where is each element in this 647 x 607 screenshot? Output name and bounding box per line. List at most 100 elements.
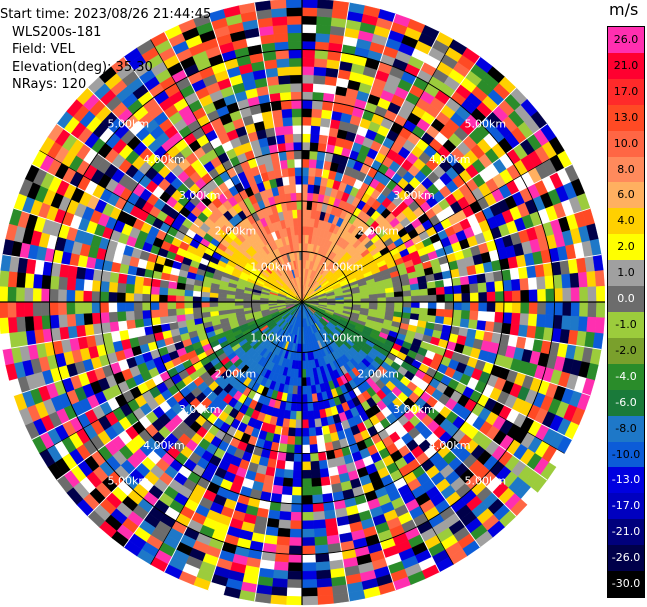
radar-gate	[477, 311, 488, 322]
range-ring-label: 3.00km	[393, 189, 435, 202]
radar-gate	[520, 301, 530, 315]
radar-gate	[307, 402, 314, 412]
radar-gate	[562, 301, 572, 317]
radar-gate	[288, 418, 297, 429]
radar-gate	[280, 494, 293, 504]
range-ring-label: 2.00km	[215, 367, 257, 380]
radar-gate	[485, 311, 496, 323]
radar-gate	[288, 545, 303, 555]
radar-gate	[301, 125, 312, 135]
radar-gate	[418, 307, 429, 316]
radar-gate	[478, 301, 488, 312]
radar-gate	[427, 308, 437, 317]
colorbar-tick-label: -13.0	[611, 473, 641, 487]
radar-gate	[368, 293, 378, 299]
radar-gate	[316, 578, 333, 588]
radar-gate	[167, 287, 177, 296]
radar-gate	[578, 316, 588, 333]
radar-gate	[280, 100, 293, 110]
radar-gate	[150, 309, 160, 319]
radar-gate	[312, 511, 326, 521]
radar-gate	[460, 310, 471, 320]
radar-gate	[316, 7, 334, 18]
radar-gate	[570, 301, 580, 317]
ray-separator	[391, 87, 517, 213]
radar-gate	[217, 297, 227, 303]
range-ring-label: 3.00km	[393, 403, 435, 416]
radar-gate	[301, 486, 313, 496]
radar-gate	[301, 24, 317, 34]
radar-gate	[444, 285, 454, 295]
radar-gate	[594, 317, 605, 334]
radar-gate	[478, 292, 488, 303]
radar-gate	[553, 288, 564, 303]
radar-gate	[109, 321, 120, 333]
radar-gate	[278, 83, 292, 93]
radar-gate	[305, 368, 311, 378]
radar-gate	[418, 288, 429, 297]
colorbar-tick-label: -21.0	[611, 525, 641, 539]
radar-gate	[49, 275, 60, 290]
radar-gate	[83, 312, 93, 326]
radar-gate	[40, 301, 51, 316]
radar-gate	[15, 286, 25, 303]
radar-gate	[427, 294, 437, 303]
radar-gate	[552, 274, 563, 290]
radar-gate	[315, 24, 332, 35]
radar-gate	[288, 49, 303, 59]
radar-gate	[316, 16, 333, 26]
radar-gate	[587, 301, 597, 318]
colorbar-tick-label: -2.0	[615, 343, 637, 357]
colorbar-tick-label: 0.0	[617, 292, 635, 306]
radar-gate	[301, 158, 310, 168]
radar-gate	[125, 292, 135, 303]
radar-gate	[309, 452, 319, 462]
radar-gate	[301, 495, 313, 505]
radar-gate	[569, 272, 580, 289]
radar-gate	[276, 536, 290, 546]
radar-gate	[419, 301, 429, 309]
radar-gate	[527, 277, 538, 291]
radar-gate	[283, 125, 294, 135]
radar-gate	[84, 323, 95, 337]
radar-gate	[290, 192, 297, 202]
radar-gate	[528, 301, 538, 315]
radar-gate	[592, 254, 604, 272]
radar-gate	[287, 427, 296, 437]
radar-gate	[274, 41, 290, 52]
velocity-colorbar: m/s 26.0 21.0 17.0 13.0 10.0 8.0 6.0 4.0 2.0 1.0 0…	[605, 0, 647, 607]
radar-gate	[271, 16, 288, 26]
radar-gate	[562, 287, 572, 303]
radar-gate	[317, 594, 334, 605]
radar-gate	[402, 301, 412, 308]
radar-gate	[278, 74, 291, 85]
radar-gate	[311, 100, 324, 110]
radar-gate	[167, 301, 177, 310]
radar-gate	[595, 301, 605, 319]
radar-gate	[301, 411, 309, 421]
radar-gate	[91, 301, 101, 314]
radar-gate	[109, 271, 120, 283]
radar-gate	[461, 292, 471, 303]
radar-gate	[66, 301, 76, 315]
radar-gate	[0, 317, 10, 334]
radar-gate	[292, 125, 303, 135]
radar-gate	[283, 469, 294, 479]
radar-gate	[192, 296, 202, 303]
radar-gate	[304, 360, 310, 370]
radar-gate	[133, 292, 143, 303]
radar-gate	[511, 301, 522, 314]
range-ring-label: 3.00km	[179, 403, 221, 416]
radar-gate	[469, 292, 479, 303]
radar-gate	[315, 569, 332, 580]
colorbar-tick-label: 6.0	[617, 188, 635, 202]
colorbar-tick-label: -10.0	[611, 447, 641, 461]
radar-gate	[108, 301, 118, 313]
radar-gate	[393, 291, 404, 298]
radar-gate	[270, 586, 288, 597]
radar-gate	[402, 290, 412, 297]
start-time-text: Start time: 2023/08/26 21:44:45	[0, 7, 212, 22]
radar-gate	[141, 293, 151, 303]
radar-gate	[292, 209, 298, 219]
radar-gate	[293, 141, 303, 151]
